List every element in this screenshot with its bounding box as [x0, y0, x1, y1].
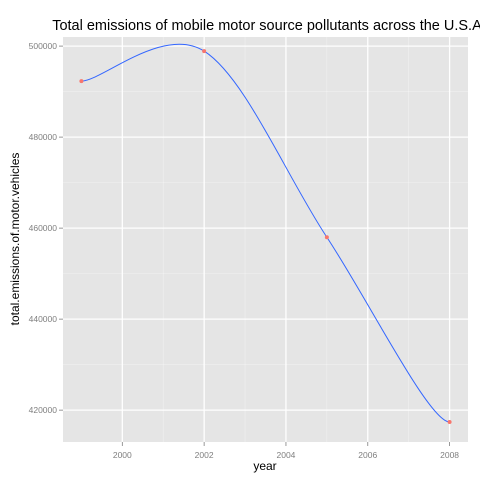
y-tick-label: 440000 — [29, 314, 58, 324]
data-point — [324, 235, 329, 240]
y-tick-label: 460000 — [29, 223, 58, 233]
data-points — [79, 49, 452, 424]
x-axis-title: year — [253, 459, 276, 473]
x-tick-label: 2000 — [113, 450, 132, 460]
y-tick-label: 420000 — [29, 405, 58, 415]
y-tick-label: 480000 — [29, 132, 58, 142]
trend-line — [81, 43, 450, 423]
data-point — [79, 79, 84, 84]
x-tick-label: 2002 — [195, 450, 214, 460]
chart-title: Total emissions of mobile motor source p… — [52, 18, 480, 34]
y-axis-title: total.emissions.of.motor.vehicles — [8, 153, 22, 326]
gridlines — [63, 37, 468, 442]
x-axis: 2000 2002 2004 2006 2008 — [113, 442, 459, 460]
plot-panel — [63, 37, 468, 442]
x-tick-label: 2004 — [276, 450, 295, 460]
data-point — [447, 419, 452, 424]
y-axis: 420000 440000 460000 480000 500000 — [29, 41, 63, 415]
x-tick-label: 2008 — [440, 450, 459, 460]
y-tick-label: 500000 — [29, 41, 58, 51]
x-tick-label: 2006 — [358, 450, 377, 460]
data-point — [202, 49, 207, 54]
